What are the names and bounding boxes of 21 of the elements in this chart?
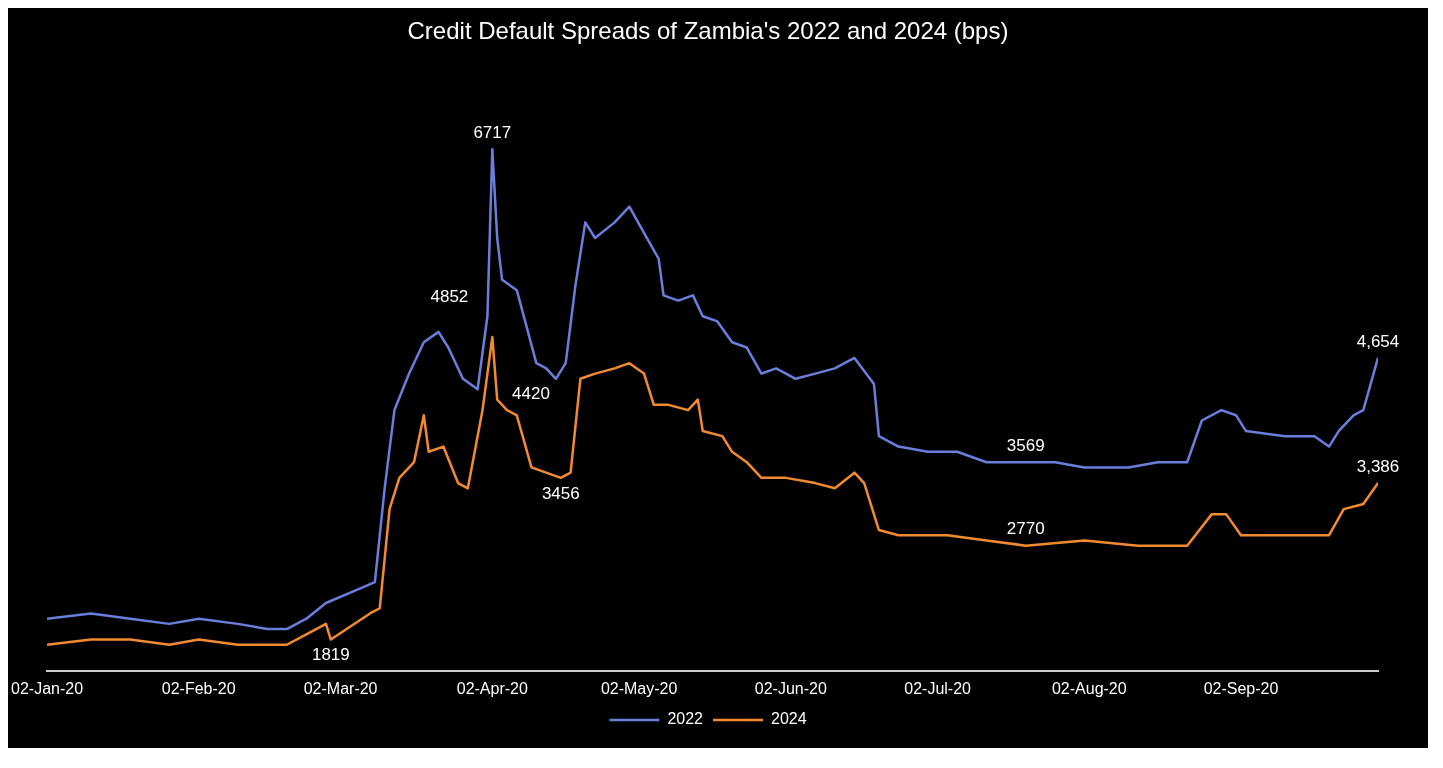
x-tick-label: 02-Jul-20 (904, 679, 972, 697)
x-tick-label: 02-Feb-20 (161, 679, 236, 697)
legend-label: 2022 (667, 710, 704, 728)
x-tick-label: 02-Aug-20 (1051, 679, 1127, 697)
x-tick-label: 02-May-20 (600, 679, 678, 697)
annotation: 3569 (1006, 435, 1045, 455)
annotation: 2770 (1006, 519, 1045, 539)
annotation: 3456 (541, 483, 580, 503)
legend-label: 2024 (771, 710, 807, 728)
annotation: 3,386 (1356, 456, 1400, 476)
annotation: 1819 (311, 645, 350, 665)
annotation: 4852 (430, 286, 469, 306)
annotation: 4420 (512, 384, 550, 404)
x-tick-label: 02-Apr-20 (456, 679, 528, 697)
chart-title: Credit Default Spreads of Zambia's 2022 and 2024 (bps) (407, 17, 1009, 45)
annotation: 6717 (473, 123, 512, 143)
x-tick-label: 02-Jan-20 (11, 679, 84, 697)
x-tick-label: 02-Mar-20 (303, 679, 378, 697)
x-tick-label: 02-Sep-20 (1203, 679, 1279, 697)
x-tick-label: 02-Jun-20 (754, 679, 827, 697)
annotation: 4,654 (1356, 331, 1400, 351)
